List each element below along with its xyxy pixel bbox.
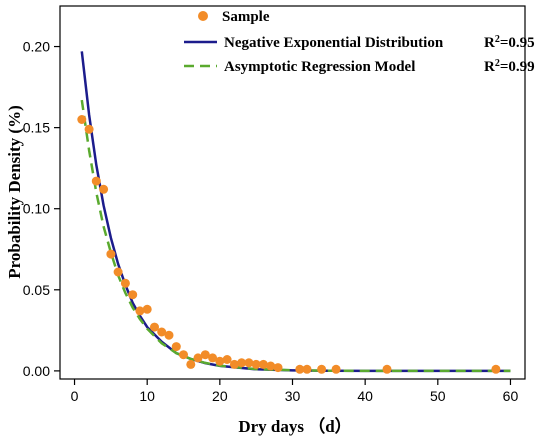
sample-point (186, 359, 196, 369)
legend-sample-label: Sample (222, 9, 270, 25)
sample-point (251, 359, 261, 369)
points-layer (77, 115, 501, 374)
negative-exponential-curve (80, 51, 511, 373)
legend-negexp-label: Negative Exponential Distribution (224, 35, 444, 51)
sample-point (244, 358, 254, 368)
legend-asym-r2: R2=0.99 (484, 58, 535, 76)
sample-point (317, 364, 327, 374)
sample-point (135, 306, 145, 316)
sample-point (157, 327, 167, 337)
sample-point (179, 350, 188, 360)
ticks-layer: 0 10 20 30 40 50 60 0.00 0.05 0.10 0.15 0.20 (23, 39, 519, 404)
legend-negexp-r2: R2=0.95 (484, 34, 535, 52)
y-tick-label: 0.15 (23, 120, 50, 136)
legend-asym-label: Asymptotic Regression Model (224, 59, 415, 75)
sample-point (106, 249, 116, 259)
sample-point (128, 290, 138, 300)
sample-point (208, 353, 218, 363)
sample-point (302, 364, 312, 374)
y-tick-label: 0.00 (23, 363, 50, 379)
sample-point (273, 363, 283, 373)
curves-layer (80, 51, 511, 373)
sample-point (150, 322, 159, 332)
sample-point (142, 304, 152, 314)
y-tick-label: 0.10 (23, 201, 50, 217)
sample-point (266, 361, 276, 371)
x-tick-label: 60 (503, 388, 519, 404)
x-axis-title: Dry days （d） (238, 416, 351, 436)
sample-point (222, 355, 232, 364)
sample-point (229, 359, 239, 369)
sample-point (258, 359, 268, 369)
x-tick-label: 30 (285, 388, 301, 404)
sample-point (84, 124, 94, 134)
sample-point (99, 184, 109, 194)
y-tick-label: 0.20 (23, 39, 50, 55)
legend-sample-marker (198, 11, 208, 21)
sample-point (200, 350, 210, 360)
sample-point (171, 342, 181, 352)
y-tick-label: 0.05 (23, 282, 50, 298)
sample-point (113, 267, 123, 277)
sample-point (295, 364, 305, 374)
x-tick-label: 10 (139, 388, 155, 404)
x-tick-label: 20 (212, 388, 228, 404)
sample-point (382, 364, 392, 374)
x-tick-label: 0 (71, 388, 79, 404)
sample-point (331, 364, 341, 374)
sample-point (237, 358, 247, 368)
asymptotic-regression-curve (80, 99, 511, 373)
sample-point (77, 115, 87, 124)
sample-point (164, 330, 174, 340)
x-tick-label: 40 (357, 388, 373, 404)
x-tick-label: 50 (430, 388, 446, 404)
sample-point (193, 353, 203, 363)
sample-point (491, 364, 501, 374)
legend: Sample Negative Exponential Distribution… (184, 9, 535, 75)
sample-point (120, 278, 130, 288)
y-axis-title: Probability Density (%) (5, 105, 24, 278)
sample-point (215, 356, 225, 366)
sample-point (91, 176, 101, 186)
